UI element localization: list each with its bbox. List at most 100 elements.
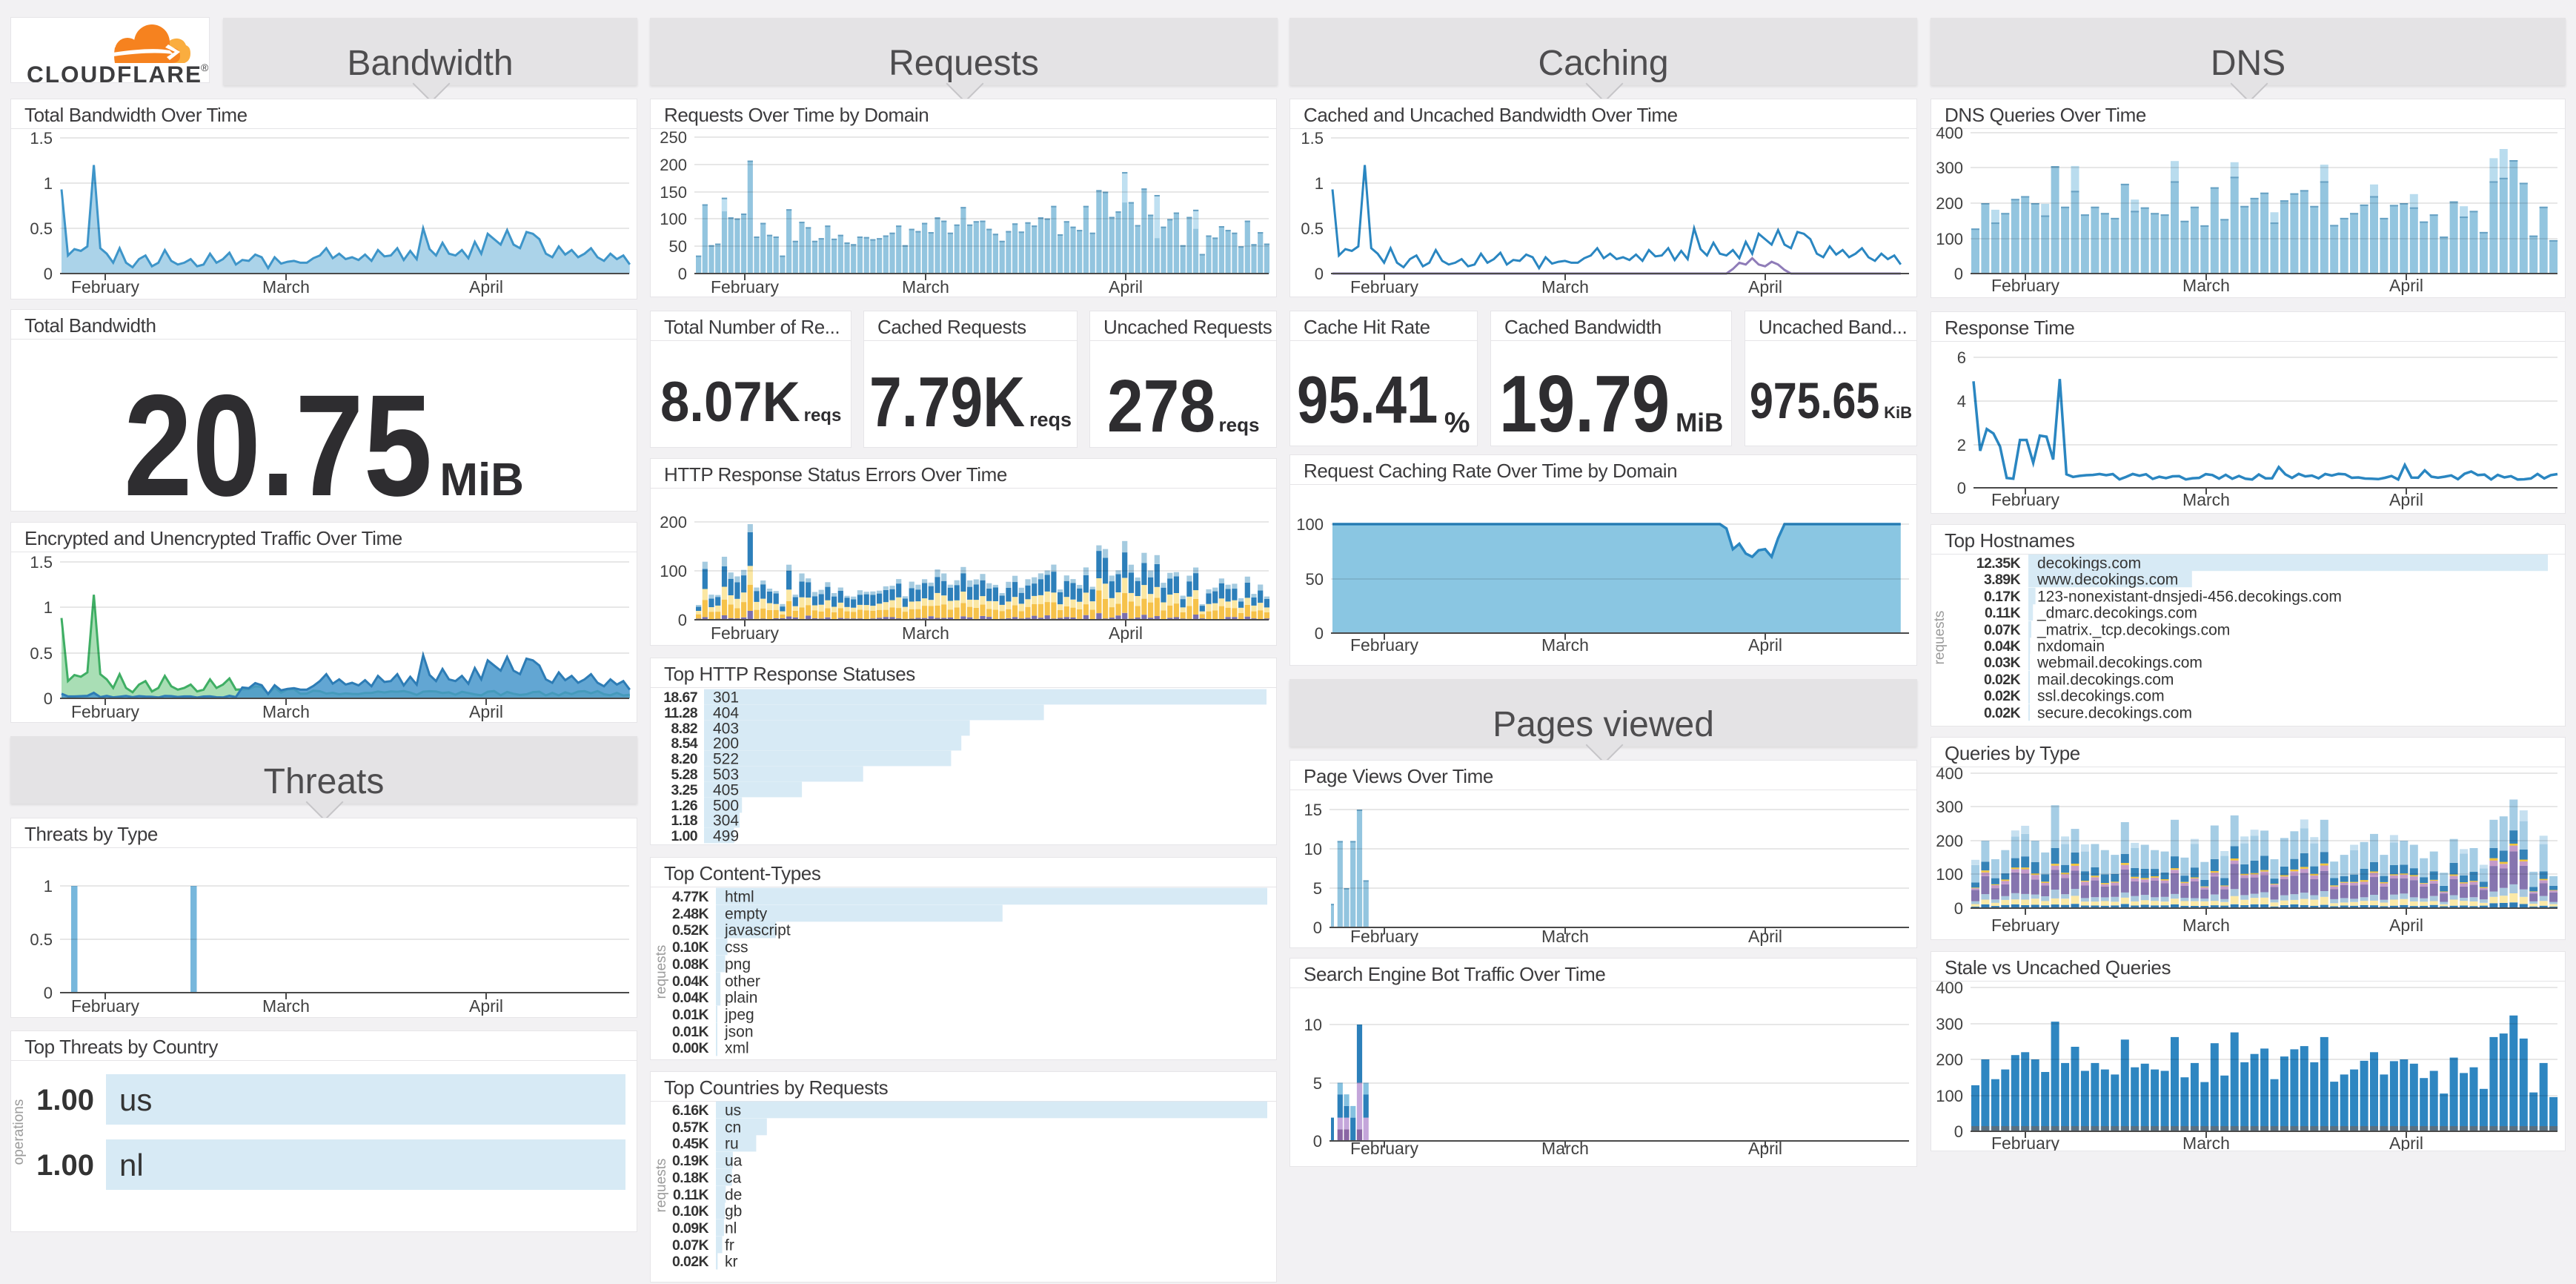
- svg-text:300: 300: [1936, 1015, 1963, 1033]
- svg-text:0.5: 0.5: [30, 219, 53, 238]
- svg-text:304: 304: [713, 813, 739, 830]
- svg-text:0.04K: 0.04K: [672, 990, 709, 1006]
- svg-text:ru: ru: [725, 1136, 739, 1153]
- svg-text:requests: requests: [1932, 611, 1948, 665]
- svg-text:1.18: 1.18: [671, 813, 697, 829]
- svg-text:March: March: [1541, 1139, 1589, 1158]
- svg-text:css: css: [725, 939, 748, 956]
- svg-text:0.01K: 0.01K: [672, 1024, 709, 1040]
- svg-text:3.89K: 3.89K: [1984, 572, 2021, 588]
- svg-text:xml: xml: [725, 1040, 749, 1057]
- svg-text:0.07K: 0.07K: [672, 1237, 709, 1254]
- svg-text:522: 522: [713, 751, 739, 768]
- svg-text:0: 0: [1954, 899, 1963, 918]
- svg-text:April: April: [2389, 490, 2423, 509]
- svg-text:0: 0: [44, 984, 53, 1002]
- svg-text:0.04K: 0.04K: [672, 973, 709, 990]
- svg-text:png: png: [725, 956, 751, 973]
- svg-text:0.10K: 0.10K: [672, 1203, 709, 1220]
- svg-text:www.decokings.com: www.decokings.com: [2036, 572, 2178, 589]
- svg-text:100: 100: [1936, 1087, 1963, 1105]
- svg-text:April: April: [469, 996, 503, 1016]
- svg-text:March: March: [2182, 916, 2230, 935]
- svg-text:webmail.decokings.com: webmail.decokings.com: [2036, 655, 2202, 672]
- svg-text:us: us: [119, 1082, 152, 1117]
- svg-text:200: 200: [1936, 194, 1963, 213]
- svg-text:499: 499: [713, 828, 739, 845]
- svg-text:requests: requests: [654, 1159, 669, 1213]
- svg-text:6: 6: [1957, 348, 1966, 367]
- svg-text:0: 0: [1313, 919, 1322, 937]
- svg-text:1.5: 1.5: [30, 129, 53, 148]
- svg-text:0: 0: [44, 689, 53, 708]
- svg-text:ua: ua: [725, 1153, 743, 1170]
- svg-text:0: 0: [44, 265, 53, 283]
- svg-text:1.00: 1.00: [36, 1084, 94, 1116]
- svg-text:300: 300: [1936, 159, 1963, 177]
- svg-text:400: 400: [1936, 979, 1963, 997]
- svg-text:February: February: [1991, 490, 2060, 509]
- svg-text:April: April: [1748, 1139, 1782, 1158]
- svg-text:150: 150: [660, 183, 687, 202]
- svg-text:8.82: 8.82: [671, 721, 697, 737]
- svg-text:503: 503: [713, 767, 739, 784]
- svg-text:March: March: [262, 702, 310, 721]
- svg-text:0.57K: 0.57K: [672, 1119, 709, 1136]
- svg-text:0.09K: 0.09K: [672, 1220, 709, 1237]
- svg-text:0.5: 0.5: [1301, 219, 1324, 238]
- svg-text:March: March: [2182, 276, 2230, 295]
- svg-text:_dmarc.decokings.com: _dmarc.decokings.com: [2036, 605, 2197, 622]
- svg-text:ca: ca: [725, 1170, 742, 1187]
- svg-text:February: February: [711, 623, 780, 643]
- svg-text:300: 300: [1936, 798, 1963, 816]
- svg-text:200: 200: [713, 735, 739, 752]
- svg-text:200: 200: [660, 156, 687, 174]
- svg-text:4.77K: 4.77K: [672, 889, 709, 905]
- svg-text:0.5: 0.5: [30, 644, 53, 663]
- svg-text:mail.decokings.com: mail.decokings.com: [2037, 672, 2174, 689]
- svg-text:March: March: [902, 623, 949, 643]
- svg-text:0: 0: [678, 611, 687, 629]
- svg-text:15: 15: [1304, 801, 1322, 819]
- svg-text:100: 100: [1936, 865, 1963, 884]
- svg-text:404: 404: [713, 705, 739, 722]
- svg-text:0: 0: [1957, 479, 1966, 497]
- svg-text:0.07K: 0.07K: [1984, 622, 2021, 638]
- svg-text:0.52K: 0.52K: [672, 922, 709, 939]
- svg-text:50: 50: [669, 237, 687, 256]
- svg-text:5.28: 5.28: [671, 767, 697, 783]
- svg-text:200: 200: [1936, 832, 1963, 850]
- svg-text:March: March: [262, 277, 310, 297]
- svg-text:250: 250: [660, 128, 687, 147]
- svg-text:0: 0: [1954, 1122, 1963, 1141]
- svg-text:February: February: [71, 702, 140, 721]
- svg-text:gb: gb: [725, 1203, 742, 1220]
- svg-text:0.02K: 0.02K: [1984, 705, 2021, 721]
- svg-text:0.11K: 0.11K: [1985, 605, 2020, 621]
- svg-text:nl: nl: [725, 1220, 737, 1237]
- svg-text:February: February: [1350, 927, 1419, 946]
- svg-text:5: 5: [1313, 1074, 1322, 1093]
- svg-text:1.5: 1.5: [1301, 129, 1324, 148]
- svg-text:8.54: 8.54: [671, 735, 697, 752]
- svg-text:April: April: [469, 277, 503, 297]
- svg-text:February: February: [1991, 276, 2060, 295]
- svg-text:requests: requests: [654, 945, 669, 999]
- svg-text:nl: nl: [119, 1148, 144, 1182]
- svg-text:February: February: [1350, 635, 1419, 655]
- svg-text:0.02K: 0.02K: [1984, 688, 2021, 704]
- svg-text:CLOUDFLARE: CLOUDFLARE: [27, 61, 202, 82]
- svg-text:0.02K: 0.02K: [672, 1254, 709, 1270]
- svg-text:April: April: [1748, 927, 1782, 946]
- svg-text:100: 100: [1296, 515, 1324, 534]
- svg-text:0.01K: 0.01K: [672, 1007, 709, 1023]
- svg-text:decokings.com: decokings.com: [2037, 555, 2141, 572]
- svg-text:April: April: [1109, 623, 1143, 643]
- svg-text:1.00: 1.00: [36, 1149, 94, 1182]
- svg-text:403: 403: [713, 721, 739, 738]
- svg-text:March: March: [902, 277, 949, 297]
- svg-text:jpeg: jpeg: [724, 1007, 754, 1024]
- svg-text:0.11K: 0.11K: [673, 1187, 708, 1203]
- svg-text:us: us: [725, 1102, 741, 1119]
- svg-text:February: February: [1350, 1139, 1419, 1158]
